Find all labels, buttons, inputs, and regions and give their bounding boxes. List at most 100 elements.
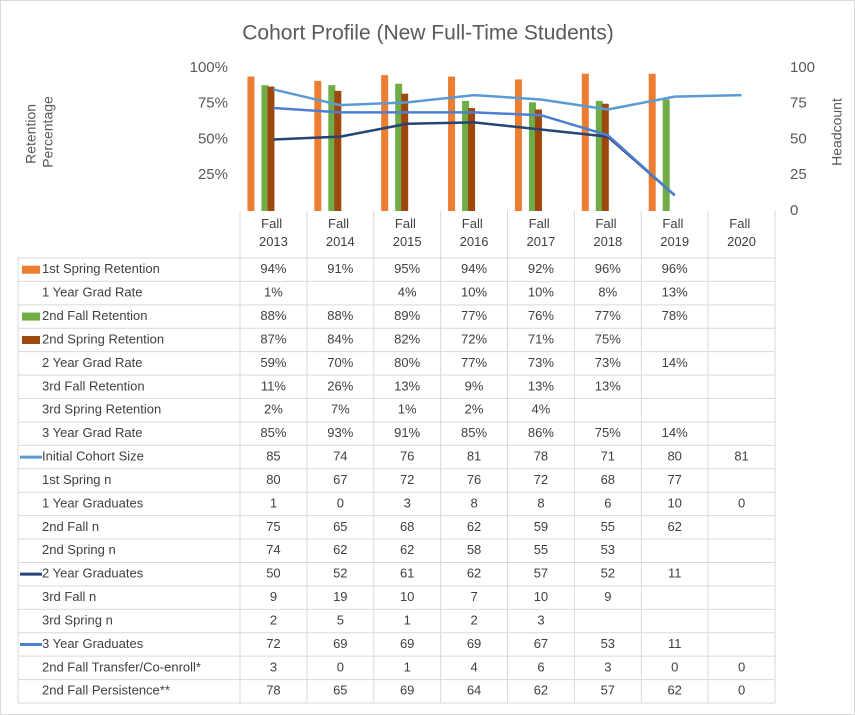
table-cell: 57 (601, 683, 615, 698)
table-cell: 94% (260, 261, 286, 276)
y2-tick-label: 50 (790, 130, 807, 147)
bar (534, 109, 542, 211)
table-cell: 73% (528, 355, 554, 370)
table-cell: 59 (534, 519, 548, 534)
table-cell: 65 (333, 683, 347, 698)
table-cell: 80 (266, 472, 280, 487)
table-cell: 13% (394, 378, 420, 393)
row-label: 3 Year Graduates (42, 636, 144, 651)
table-cell: 84% (327, 331, 353, 346)
table-cell: 10% (528, 285, 554, 300)
x-tick-label: Fall 2013 (259, 216, 288, 249)
table-cell: 77% (461, 355, 487, 370)
table-cell: 62 (467, 566, 481, 581)
table-cell: 2% (465, 402, 484, 417)
row-label: 1 Year Graduates (42, 495, 144, 510)
table-cell: 68 (400, 519, 414, 534)
table-cell: 1 (404, 612, 411, 627)
line-series (273, 106, 676, 197)
table-cell: 85% (461, 425, 487, 440)
table-cell: 74 (266, 542, 280, 557)
y2-tick-label: 75 (790, 95, 807, 112)
table-cell: 0 (738, 495, 745, 510)
table-cell: 74 (333, 449, 347, 464)
table-cell: 80% (394, 355, 420, 370)
table-cell: 77% (461, 308, 487, 323)
row-label: 2 Year Graduates (42, 566, 144, 581)
bar (395, 83, 403, 211)
table-cell: 9% (465, 378, 484, 393)
table-cell: 65 (333, 519, 347, 534)
table-cell: 69 (333, 636, 347, 651)
table-cell: 1 (270, 495, 277, 510)
y2-tick-label: 100 (790, 59, 815, 76)
legend-key (22, 312, 40, 321)
table-cell: 8 (537, 495, 544, 510)
table-cell: 67 (333, 472, 347, 487)
table-cell: 91% (394, 425, 420, 440)
table-cell: 91% (327, 261, 353, 276)
table-cell: 52 (601, 566, 615, 581)
table-cell: 77% (595, 308, 621, 323)
table-cell: 62 (467, 519, 481, 534)
bar (328, 85, 336, 211)
table-cell: 88% (327, 308, 353, 323)
y2-axis-label: Headcount (829, 98, 845, 166)
table-cell: 5 (337, 612, 344, 627)
table-cell: 11% (261, 378, 286, 393)
table-cell: 67 (534, 636, 548, 651)
bar (468, 108, 476, 211)
bar (662, 99, 670, 211)
table-cell: 6 (537, 659, 544, 674)
y-tick-label: 25% (198, 166, 228, 183)
table-cell: 14% (662, 355, 688, 370)
table-cell: 81 (734, 449, 748, 464)
y2-tick-label: 0 (790, 202, 798, 219)
x-tick-label: Fall 2014 (326, 216, 355, 249)
line-series (273, 88, 742, 111)
table-cell: 62 (400, 542, 414, 557)
bar (595, 100, 603, 211)
row-label: 2nd Fall n (42, 519, 99, 534)
table-cell: 1 (404, 659, 411, 674)
table-cell: 1% (398, 402, 417, 417)
x-tick-label: Fall 2019 (660, 216, 689, 249)
table-cell: 94% (461, 261, 487, 276)
table-cell: 76% (528, 308, 554, 323)
table-cell: 78 (534, 449, 548, 464)
bar (581, 73, 589, 211)
row-label: 2nd Spring n (42, 542, 116, 557)
table-cell: 13% (595, 378, 621, 393)
table-cell: 10 (667, 495, 681, 510)
table-cell: 78% (662, 308, 688, 323)
chart-title: Cohort Profile (New Full-Time Students) (242, 22, 614, 45)
table-cell: 62 (667, 683, 681, 698)
x-tick-label: Fall 2018 (593, 216, 622, 249)
table-cell: 62 (667, 519, 681, 534)
table-cell: 2 (270, 612, 277, 627)
table-cell: 85 (266, 449, 280, 464)
table-cell: 0 (738, 683, 745, 698)
table-cell: 10 (400, 589, 414, 604)
row-label: 2nd Spring Retention (42, 331, 164, 346)
table-cell: 3 (537, 612, 544, 627)
table-cell: 53 (601, 542, 615, 557)
table-cell: 70% (327, 355, 353, 370)
table-cell: 96% (595, 261, 621, 276)
row-label: 2nd Fall Persistence** (42, 683, 170, 698)
table-cell: 81 (467, 449, 481, 464)
table-cell: 9 (270, 589, 277, 604)
table-cell: 4 (470, 659, 477, 674)
table-cell: 11 (668, 566, 682, 581)
table-cell: 75% (595, 331, 621, 346)
table-cell: 93% (327, 425, 353, 440)
table-cell: 88% (260, 308, 286, 323)
table-cell: 8 (470, 495, 477, 510)
row-label: 2nd Fall Retention (42, 308, 148, 323)
bar (514, 79, 522, 211)
row-label: Initial Cohort Size (42, 449, 144, 464)
y-axis-label: Retention Percentage (22, 96, 55, 168)
legend-key (22, 265, 40, 274)
